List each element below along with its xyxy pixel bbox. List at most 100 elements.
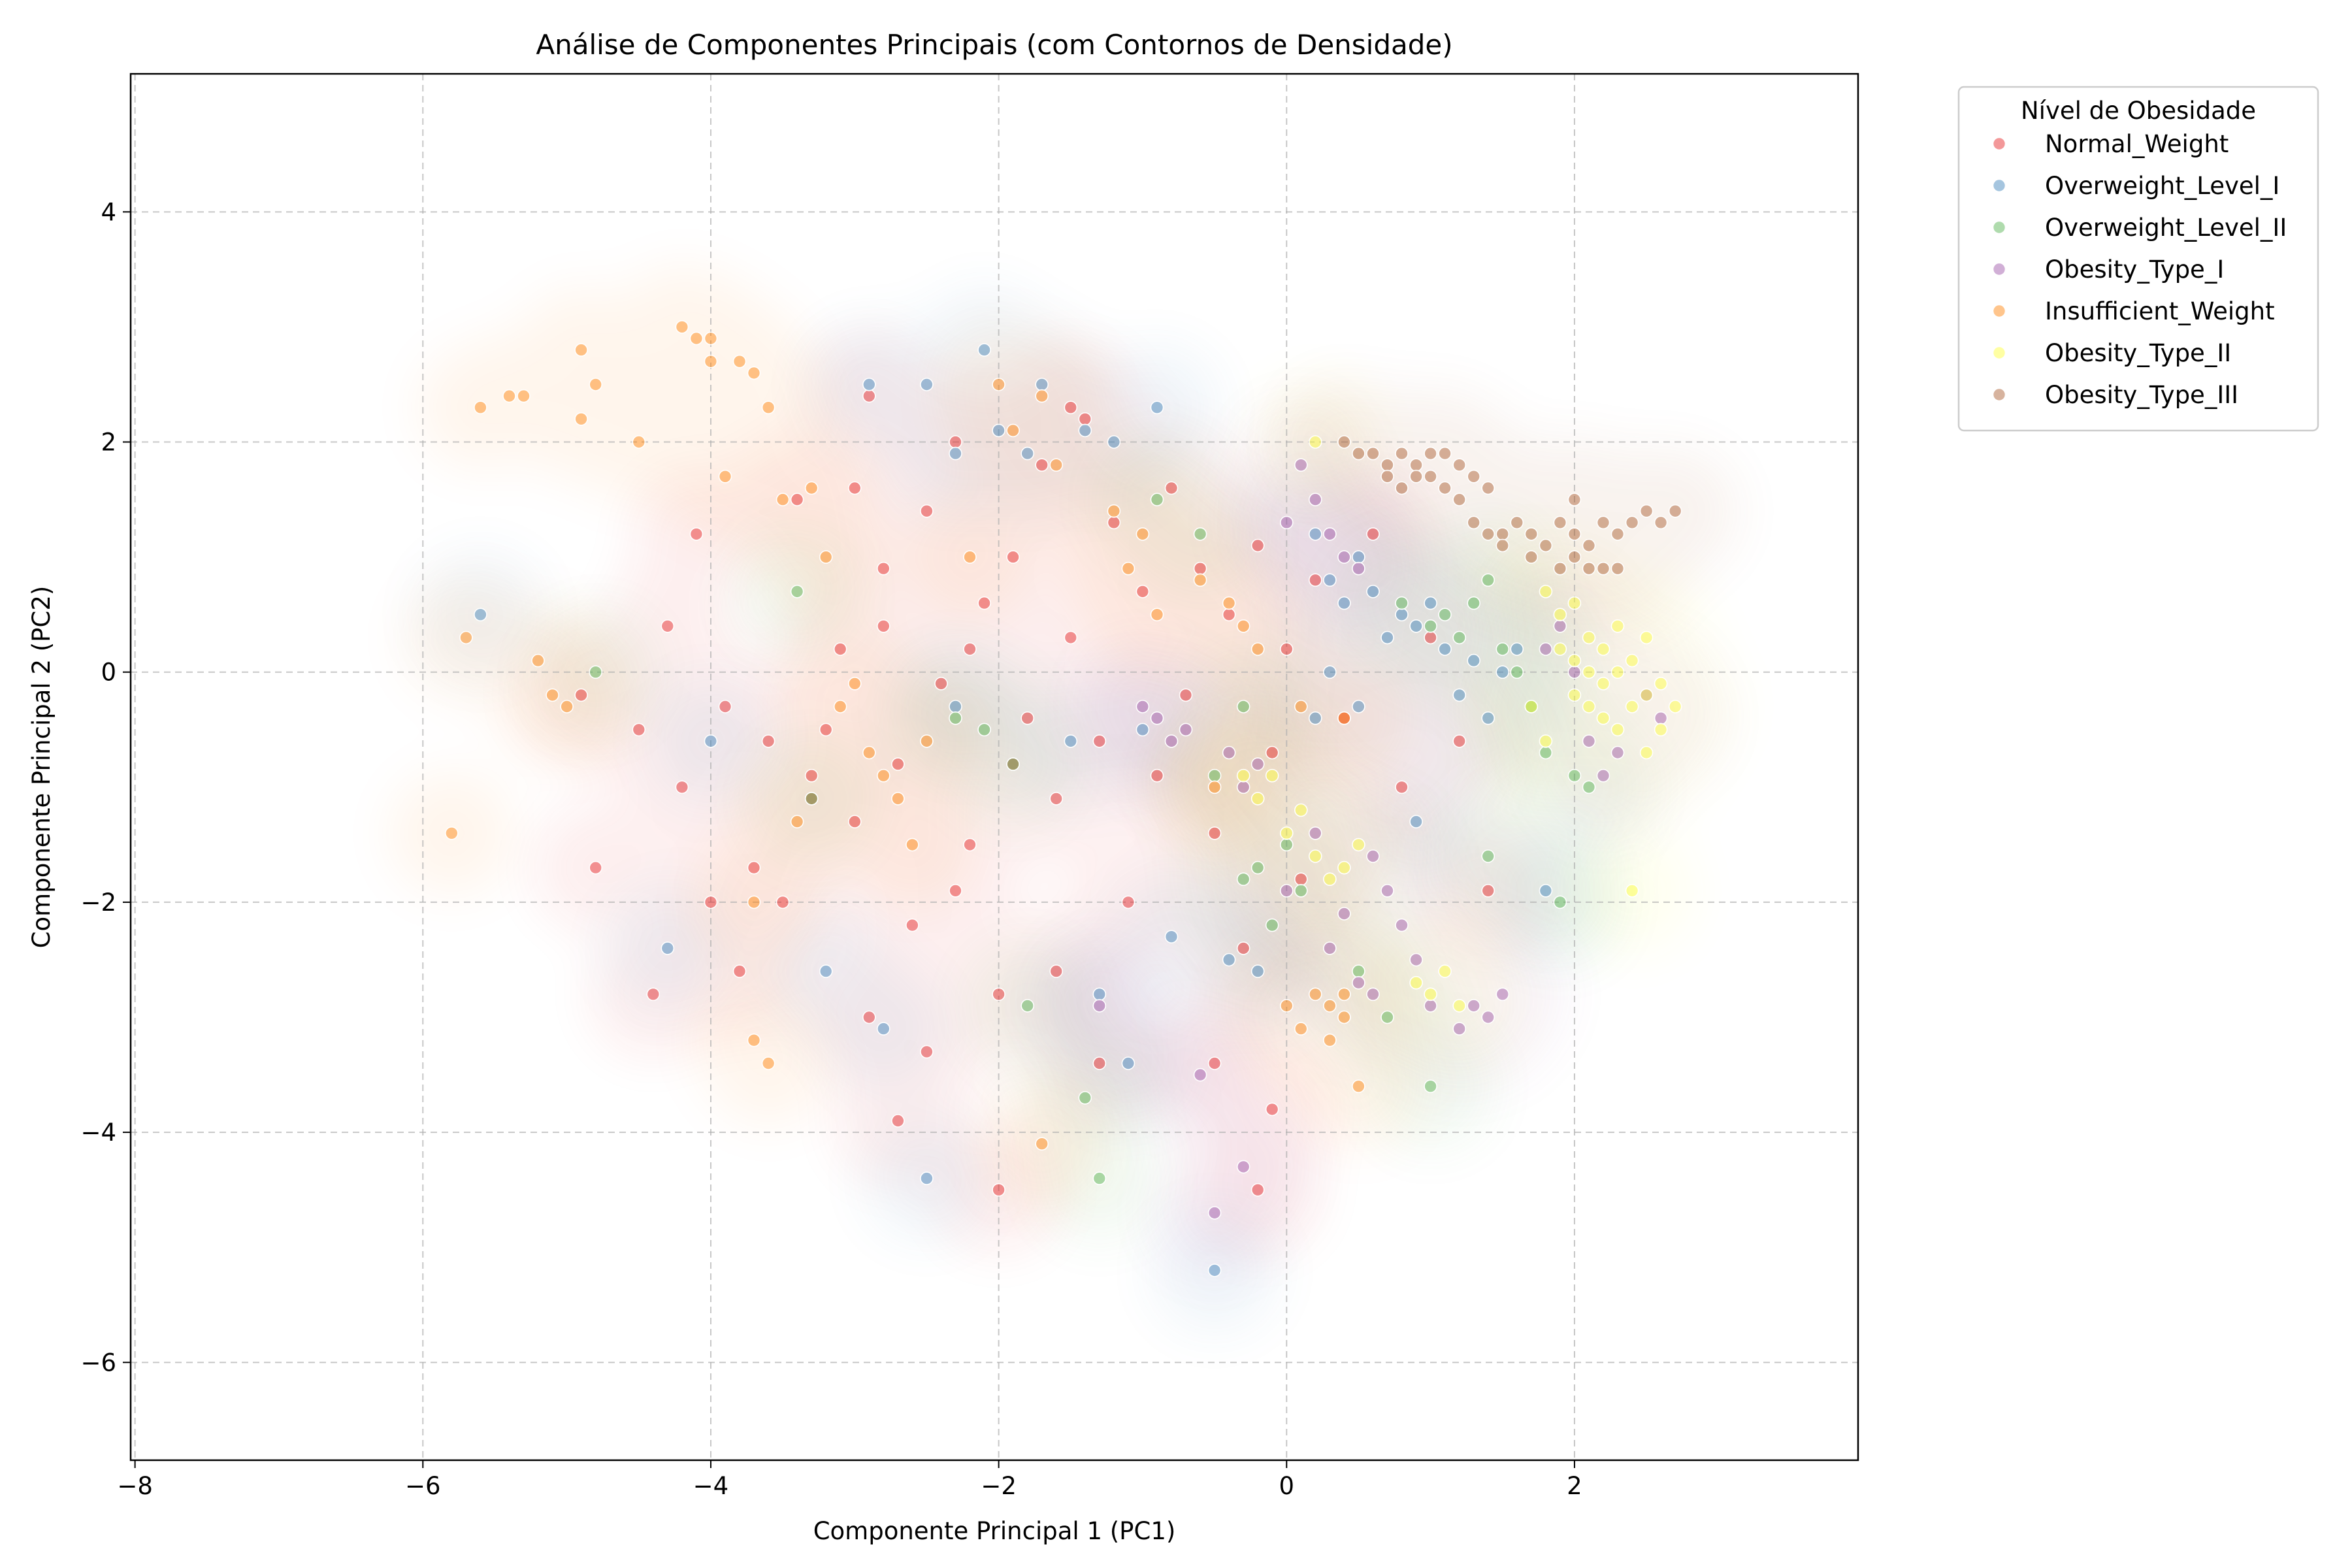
data-point — [689, 331, 704, 346]
data-point — [1452, 688, 1466, 702]
data-point — [560, 700, 574, 713]
data-point — [1107, 435, 1121, 449]
data-point — [1668, 700, 1682, 713]
data-point — [877, 619, 890, 633]
data-point — [1179, 723, 1193, 737]
data-point — [718, 700, 732, 713]
data-point — [1582, 561, 1596, 576]
data-point — [1280, 999, 1294, 1013]
data-point — [1395, 481, 1409, 495]
data-point — [1193, 561, 1207, 576]
data-point — [992, 987, 1005, 1002]
data-point — [1639, 688, 1654, 702]
data-point — [474, 608, 487, 622]
x-tick-label: −4 — [693, 1472, 729, 1500]
data-point — [1280, 642, 1294, 656]
data-point — [574, 412, 588, 426]
data-point — [1294, 458, 1308, 472]
density-contour-5 — [1181, 380, 1738, 1068]
series-4 — [444, 320, 1365, 1151]
data-point — [704, 895, 718, 909]
data-point — [1250, 642, 1265, 656]
x-tick-label: −8 — [117, 1472, 153, 1500]
data-point — [1250, 964, 1265, 978]
data-point — [1395, 608, 1409, 622]
data-point — [1121, 895, 1135, 909]
data-point — [1654, 677, 1668, 691]
data-point — [1207, 1264, 1222, 1277]
data-point — [1610, 745, 1625, 760]
data-point — [833, 642, 847, 656]
data-point — [1352, 838, 1365, 852]
data-point — [1510, 665, 1524, 679]
data-point — [862, 378, 876, 391]
data-point — [1495, 665, 1510, 679]
data-point — [906, 918, 919, 932]
x-tick-label: −2 — [981, 1472, 1017, 1500]
data-point — [761, 734, 776, 748]
x-axis-ticks: −8 −6 −4 −2 0 2 — [117, 1460, 1582, 1500]
y-axis-label: Componente Principal 2 (PC2) — [27, 586, 56, 949]
data-point — [1021, 711, 1034, 725]
data-point — [1207, 780, 1222, 794]
data-point — [1452, 493, 1466, 506]
data-point — [906, 838, 919, 852]
data-point — [1539, 745, 1553, 760]
data-point — [1424, 469, 1437, 483]
data-point — [1337, 987, 1351, 1002]
data-point — [1092, 1056, 1107, 1070]
data-point — [1610, 665, 1625, 679]
data-point — [1337, 711, 1351, 725]
legend-label: Overweight_Level_I — [2045, 172, 2279, 200]
data-point — [661, 941, 675, 955]
data-point — [1567, 596, 1582, 610]
data-point — [1309, 527, 1322, 541]
data-point — [1265, 745, 1279, 760]
data-point — [1135, 585, 1150, 598]
data-point — [1510, 515, 1524, 530]
data-point — [1035, 378, 1049, 391]
data-point — [1438, 481, 1452, 495]
series-1 — [474, 343, 1553, 1277]
data-point — [1409, 975, 1423, 990]
data-point — [1567, 665, 1582, 679]
data-point — [776, 895, 790, 909]
data-point — [1250, 860, 1265, 875]
data-point — [661, 619, 675, 633]
data-point — [992, 1183, 1005, 1197]
data-point — [1452, 999, 1466, 1013]
legend-item-overweight-level-i: Overweight_Level_I — [1992, 172, 2279, 200]
data-point — [1309, 573, 1322, 587]
data-point — [920, 734, 934, 748]
data-point — [675, 780, 689, 794]
data-point — [1467, 653, 1480, 668]
series-6 — [1337, 435, 1682, 576]
legend-frame — [1957, 86, 2319, 432]
data-point — [1035, 458, 1049, 472]
data-point — [1280, 515, 1294, 530]
data-point — [1395, 918, 1409, 932]
data-point — [1467, 469, 1480, 483]
data-point — [1265, 1102, 1279, 1117]
data-point — [1323, 665, 1337, 679]
data-point — [1309, 711, 1322, 725]
x-tick-label: −6 — [405, 1472, 441, 1500]
data-point — [589, 665, 603, 679]
data-point — [1352, 561, 1365, 576]
data-point — [1207, 1206, 1222, 1220]
density-contours — [389, 265, 1738, 1333]
data-point — [1380, 469, 1394, 483]
data-point — [790, 815, 804, 828]
data-point — [1553, 895, 1567, 909]
data-point — [1539, 642, 1553, 656]
data-point — [1380, 1010, 1394, 1024]
data-point — [1553, 619, 1567, 633]
data-point — [632, 435, 646, 449]
legend-item-normal-weight: Normal_Weight — [1992, 130, 2229, 158]
data-point — [704, 734, 718, 748]
data-point — [1222, 596, 1236, 610]
data-point — [1625, 515, 1639, 530]
series-2 — [589, 493, 1596, 1185]
data-point — [1049, 792, 1063, 806]
